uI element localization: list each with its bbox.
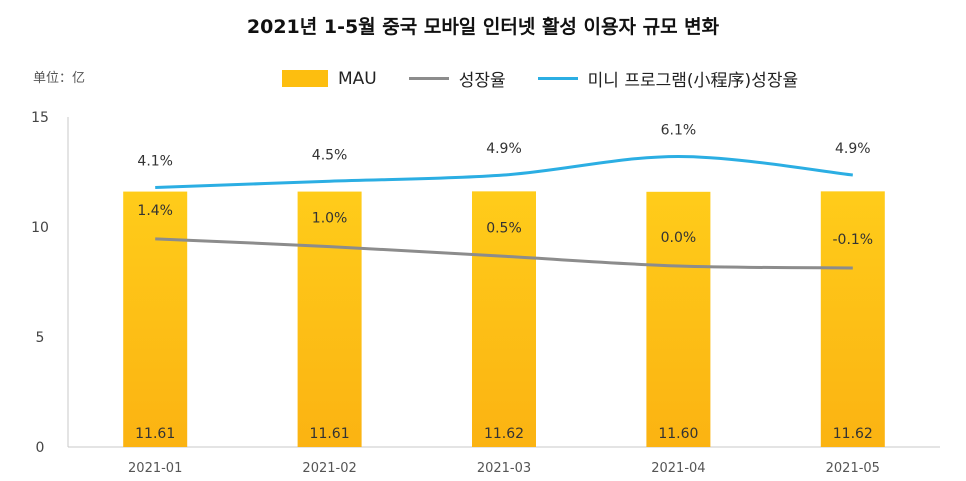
- bar-value-label: 11.62: [484, 426, 524, 442]
- legend-swatch-mau: [282, 70, 328, 87]
- bar-value-label: 11.62: [833, 426, 873, 442]
- bar-mau: [123, 191, 188, 447]
- legend-label-mini-program-growth: 미니 프로그램(小程序)성장율: [587, 71, 799, 91]
- x-tick-label: 2021-02: [302, 461, 356, 476]
- mini-program-growth-label: 4.1%: [137, 153, 173, 169]
- bar-value-label: 11.61: [135, 426, 175, 442]
- mini-program-growth-label: 4.9%: [486, 141, 522, 157]
- growth-label: 1.4%: [137, 203, 173, 219]
- legend-item-growth: 성장율: [408, 66, 506, 91]
- y-tick-label: 5: [36, 330, 45, 346]
- bar-value-label: 11.61: [310, 426, 350, 442]
- unit-label: 单位：亿: [33, 71, 86, 86]
- legend-label-mau: MAU: [338, 68, 377, 89]
- mini-program-growth-line: [155, 154, 853, 189]
- growth-label: 0.5%: [486, 220, 522, 236]
- y-tick-label: 0: [36, 440, 45, 456]
- legend-swatch-mini-program-growth: [537, 77, 578, 80]
- y-tick-label: 15: [31, 110, 49, 126]
- legend: MAU 성장율 미니 프로그램(小程序)성장율: [282, 66, 830, 91]
- chart-title: 2021년 1-5월 중국 모바일 인터넷 활성 이용자 규모 변화: [246, 16, 720, 38]
- y-tick-label: 10: [31, 220, 49, 236]
- x-tick-label: 2021-05: [826, 461, 880, 476]
- x-tick-label: 2021-03: [477, 461, 531, 476]
- growth-label: -0.1%: [832, 232, 873, 248]
- mini-program-growth-label: 6.1%: [661, 122, 697, 138]
- growth-label: 1.0%: [312, 211, 348, 227]
- mini-program-growth-label: 4.5%: [312, 147, 348, 163]
- bar-mau: [820, 191, 885, 447]
- x-tick-label: 2021-04: [651, 461, 705, 476]
- legend-label-growth: 성장율: [458, 71, 506, 91]
- legend-item-mau: MAU: [282, 69, 377, 89]
- growth-label: 0.0%: [661, 230, 697, 246]
- bar-mau: [472, 191, 536, 447]
- legend-swatch-growth: [408, 77, 449, 80]
- bar-mau: [297, 191, 362, 447]
- legend-item-mini-program-growth: 미니 프로그램(小程序)성장율: [537, 66, 799, 91]
- x-tick-label: 2021-01: [128, 461, 182, 476]
- bar-mau: [646, 191, 711, 447]
- bar-value-label: 11.60: [658, 426, 698, 442]
- growth-line: [155, 237, 853, 270]
- mini-program-growth-label: 4.9%: [835, 141, 871, 157]
